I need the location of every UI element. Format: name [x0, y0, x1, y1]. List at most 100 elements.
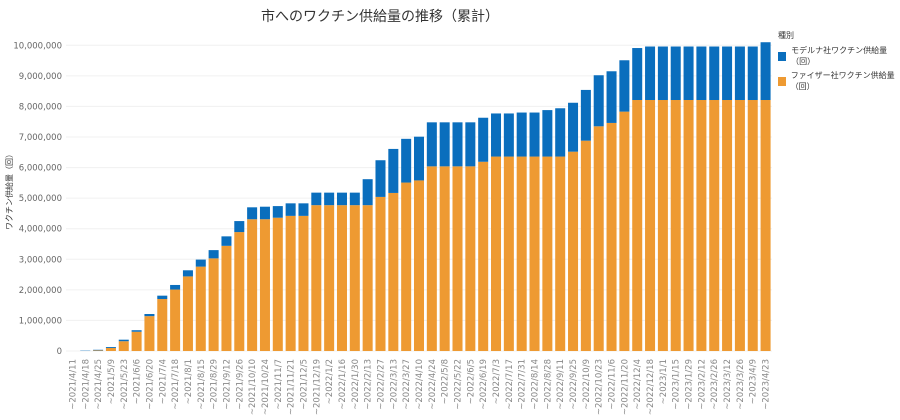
bar-pfizer	[388, 192, 399, 351]
bar-moderna	[170, 284, 181, 290]
y-tick-label: 5,000,000	[19, 194, 62, 204]
bar-pfizer	[221, 245, 232, 351]
bar-pfizer	[144, 316, 155, 351]
bar-moderna	[401, 138, 412, 183]
x-tick-label: ~2022/9/11	[556, 359, 566, 410]
bar-moderna	[670, 46, 681, 101]
bar-moderna	[568, 102, 579, 152]
bar-moderna	[247, 207, 258, 220]
bar-pfizer	[401, 182, 412, 351]
bar-moderna	[298, 203, 309, 216]
bar-pfizer	[734, 100, 745, 351]
bar-moderna	[362, 179, 373, 206]
bar-pfizer	[349, 205, 360, 351]
x-tick-label: ~2022/6/5	[466, 359, 476, 404]
legend-item-moderna[interactable]: モデルナ社ワクチン供給量（回）	[778, 45, 900, 67]
bar-moderna	[452, 122, 463, 167]
x-tick-label: ~2021/9/26	[235, 359, 245, 410]
bar-pfizer	[311, 205, 322, 351]
x-tick-label: ~2021/4/11	[68, 359, 78, 410]
bar-moderna	[491, 113, 502, 157]
bar-pfizer	[362, 205, 373, 351]
x-tick-label: ~2022/12/4	[633, 359, 643, 410]
x-tick-label: ~2022/3/13	[389, 359, 399, 410]
x-tick-label: ~2022/11/20	[620, 359, 630, 415]
bar-moderna	[580, 89, 591, 141]
bar-moderna	[324, 192, 335, 206]
y-tick-label: 7,000,000	[19, 133, 62, 143]
bar-moderna	[747, 46, 758, 101]
y-tick-label: 9,000,000	[19, 72, 62, 82]
bar-pfizer	[619, 111, 630, 351]
legend-item-pfizer[interactable]: ファイザー社ワクチン供給量（回）	[778, 70, 900, 92]
x-tick-label: ~2021/5/9	[107, 359, 117, 404]
bar-moderna	[645, 46, 656, 101]
bar-moderna	[683, 46, 694, 101]
x-tick-label: ~2021/8/1	[184, 359, 194, 404]
x-tick-label: ~2021/12/19	[312, 359, 322, 415]
bar-moderna	[503, 113, 514, 157]
bar-moderna	[388, 148, 399, 193]
bar-pfizer	[324, 205, 335, 351]
bar-pfizer	[516, 156, 527, 351]
bar-pfizer	[632, 100, 643, 351]
bar-pfizer	[606, 122, 617, 352]
x-tick-label: ~2023/4/23	[762, 359, 772, 410]
bar-moderna	[93, 349, 104, 351]
bar-pfizer	[234, 232, 245, 351]
bar-moderna	[760, 42, 771, 101]
x-tick-label: ~2022/7/31	[518, 359, 528, 410]
bar-moderna	[272, 206, 283, 218]
bar-moderna	[465, 122, 476, 167]
bar-pfizer	[157, 299, 168, 351]
x-tick-label: ~2022/10/9	[582, 359, 592, 410]
legend-label-moderna: モデルナ社ワクチン供給量（回）	[791, 46, 888, 66]
bar-moderna	[413, 136, 425, 181]
x-tick-label: ~2022/12/18	[646, 359, 656, 415]
x-tick-label: ~2023/2/26	[710, 359, 720, 410]
bar-moderna	[349, 192, 360, 206]
bar-moderna	[555, 108, 566, 157]
y-tick-label: 2,000,000	[19, 286, 62, 296]
x-tick-label: ~2021/11/21	[287, 359, 297, 415]
x-tick-label: ~2021/6/20	[145, 359, 155, 410]
x-tick-label: ~2023/1/29	[685, 359, 695, 410]
x-tick-label: ~2022/1/2	[325, 359, 335, 404]
x-tick-label: ~2021/10/10	[248, 359, 258, 415]
x-tick-label: ~2023/3/12	[723, 359, 733, 410]
x-tick-label: ~2022/4/24	[428, 359, 438, 410]
legend: 種別 モデルナ社ワクチン供給量（回） ファイザー社ワクチン供給量（回）	[778, 30, 900, 95]
x-tick-label: ~2021/9/12	[222, 359, 232, 410]
bar-pfizer	[182, 276, 193, 351]
bar-moderna	[516, 112, 527, 157]
x-tick-label: ~2021/11/7	[274, 359, 284, 410]
bar-pfizer	[118, 341, 129, 351]
y-tick-label: 1,000,000	[19, 316, 62, 326]
bar-pfizer	[336, 205, 347, 351]
legend-title: 種別	[778, 31, 794, 40]
y-tick-label: 3,000,000	[19, 255, 62, 265]
y-tick-label: 6,000,000	[19, 164, 62, 174]
x-tick-label: ~2021/7/4	[158, 359, 168, 404]
bar-moderna	[144, 314, 155, 317]
bar-moderna	[182, 270, 193, 277]
bar-pfizer	[760, 100, 771, 351]
bar-moderna	[593, 75, 604, 127]
bar-moderna	[259, 206, 270, 220]
bar-pfizer	[93, 350, 104, 351]
x-tick-label: ~2021/10/24	[261, 359, 271, 415]
x-tick-label: ~2021/4/25	[94, 359, 104, 410]
legend-label-pfizer: ファイザー社ワクチン供給量（回）	[790, 71, 895, 91]
x-tick-label: ~2022/10/23	[595, 359, 605, 415]
bar-moderna	[734, 46, 745, 101]
x-tick-label: ~2021/8/29	[210, 359, 220, 410]
x-tick-label: ~2023/1/15	[672, 359, 682, 410]
bar-pfizer	[439, 166, 450, 351]
x-tick-label: ~2022/1/16	[338, 359, 348, 410]
bar-moderna	[542, 110, 553, 157]
x-tick-label: ~2022/2/27	[376, 359, 386, 410]
bar-pfizer	[426, 166, 437, 351]
x-tick-label: ~2022/1/30	[351, 359, 361, 410]
x-tick-label: ~2021/5/23	[120, 359, 130, 410]
x-tick-label: ~2022/8/14	[531, 359, 541, 410]
